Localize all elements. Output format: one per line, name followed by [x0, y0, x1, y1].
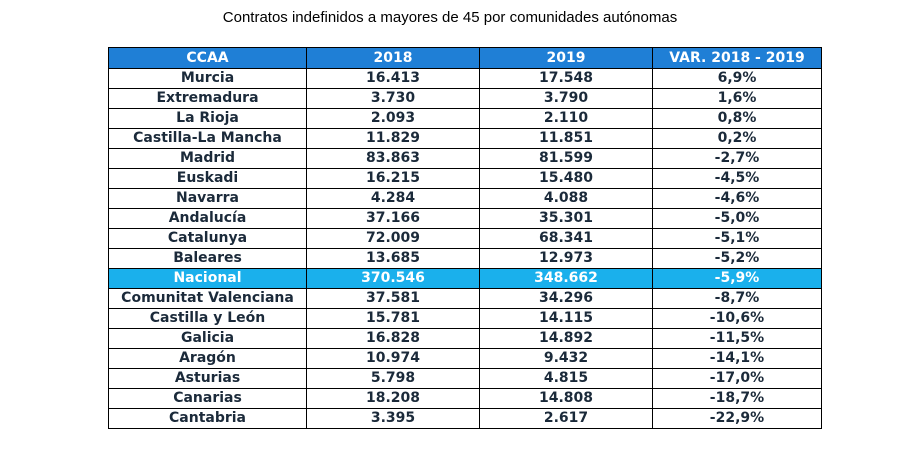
table-row: Canarias 18.208 14.808 -18,7% [108, 388, 822, 409]
cell-2019: 2.110 [479, 108, 653, 129]
table-row: Extremadura 3.730 3.790 1,6% [108, 88, 822, 109]
table-body: Murcia 16.413 17.548 6,9% Extremadura 3.730 3.… [108, 68, 822, 429]
cell-2018: 3.395 [306, 408, 480, 429]
table-row: Murcia 16.413 17.548 6,9% [108, 68, 822, 89]
table-row: Euskadi 16.215 15.480 -4,5% [108, 168, 822, 189]
table-row: Aragón 10.974 9.432 -14,1% [108, 348, 822, 369]
cell-2018: 15.781 [306, 308, 480, 329]
cell-region: Canarias [108, 388, 307, 409]
page-title: Contratos indefinidos a mayores de 45 po… [222, 9, 678, 26]
cell-variation: -14,1% [652, 348, 822, 369]
cell-region: Comunitat Valenciana [108, 288, 307, 309]
cell-variation: 0,2% [652, 128, 822, 149]
table-row: Madrid 83.863 81.599 -2,7% [108, 148, 822, 169]
cell-2018: 2.093 [306, 108, 480, 129]
column-header-2019: 2019 [479, 47, 653, 69]
cell-2019: 14.808 [479, 388, 653, 409]
cell-2018: 13.685 [306, 248, 480, 269]
cell-2018: 37.581 [306, 288, 480, 309]
cell-2018: 16.828 [306, 328, 480, 349]
cell-region: Castilla-La Mancha [108, 128, 307, 149]
cell-2019: 2.617 [479, 408, 653, 429]
cell-variation: 1,6% [652, 88, 822, 109]
cell-region: Castilla y León [108, 308, 307, 329]
cell-variation: -4,6% [652, 188, 822, 209]
cell-2019: 68.341 [479, 228, 653, 249]
cell-region: Extremadura [108, 88, 307, 109]
table-row: Cantabria 3.395 2.617 -22,9% [108, 408, 822, 429]
cell-region: Baleares [108, 248, 307, 269]
cell-2018: 370.546 [306, 268, 480, 289]
table-row: Galicia 16.828 14.892 -11,5% [108, 328, 822, 349]
data-table: CCAA 2018 2019 VAR. 2018 - 2019 Murcia 16… [108, 47, 822, 429]
cell-variation: -10,6% [652, 308, 822, 329]
cell-2019: 17.548 [479, 68, 653, 89]
cell-region: Galicia [108, 328, 307, 349]
column-header-variation: VAR. 2018 - 2019 [652, 47, 822, 69]
cell-variation: -5,9% [652, 268, 822, 289]
cell-2019: 81.599 [479, 148, 653, 169]
cell-region: Murcia [108, 68, 307, 89]
cell-variation: 0,8% [652, 108, 822, 129]
cell-2019: 15.480 [479, 168, 653, 189]
cell-variation: -18,7% [652, 388, 822, 409]
cell-region: Euskadi [108, 168, 307, 189]
cell-region: Nacional [108, 268, 307, 289]
column-header-ccaa: CCAA [108, 47, 307, 69]
cell-variation: -8,7% [652, 288, 822, 309]
table-row: Castilla-La Mancha 11.829 11.851 0,2% [108, 128, 822, 149]
cell-2018: 4.284 [306, 188, 480, 209]
table-row: Andalucía 37.166 35.301 -5,0% [108, 208, 822, 229]
cell-region: Asturias [108, 368, 307, 389]
cell-2018: 16.413 [306, 68, 480, 89]
cell-2019: 34.296 [479, 288, 653, 309]
cell-region: Andalucía [108, 208, 307, 229]
cell-variation: -4,5% [652, 168, 822, 189]
cell-2018: 11.829 [306, 128, 480, 149]
table-row: Castilla y León 15.781 14.115 -10,6% [108, 308, 822, 329]
cell-2018: 18.208 [306, 388, 480, 409]
table-row: Catalunya 72.009 68.341 -5,1% [108, 228, 822, 249]
cell-2018: 37.166 [306, 208, 480, 229]
table-header-row: CCAA 2018 2019 VAR. 2018 - 2019 [108, 47, 822, 69]
cell-variation: -17,0% [652, 368, 822, 389]
column-header-2018: 2018 [306, 47, 480, 69]
table-row: Baleares 13.685 12.973 -5,2% [108, 248, 822, 269]
cell-2019: 4.815 [479, 368, 653, 389]
cell-variation: -5,0% [652, 208, 822, 229]
cell-2019: 9.432 [479, 348, 653, 369]
cell-2018: 72.009 [306, 228, 480, 249]
cell-variation: 6,9% [652, 68, 822, 89]
cell-2019: 12.973 [479, 248, 653, 269]
cell-region: Madrid [108, 148, 307, 169]
cell-variation: -11,5% [652, 328, 822, 349]
cell-2018: 3.730 [306, 88, 480, 109]
cell-2019: 35.301 [479, 208, 653, 229]
cell-2018: 5.798 [306, 368, 480, 389]
cell-region: Catalunya [108, 228, 307, 249]
cell-2019: 348.662 [479, 268, 653, 289]
cell-region: Aragón [108, 348, 307, 369]
cell-variation: -5,2% [652, 248, 822, 269]
table-row: Asturias 5.798 4.815 -17,0% [108, 368, 822, 389]
cell-2019: 4.088 [479, 188, 653, 209]
cell-2019: 3.790 [479, 88, 653, 109]
table-row: Navarra 4.284 4.088 -4,6% [108, 188, 822, 209]
cell-region: Cantabria [108, 408, 307, 429]
cell-2019: 14.115 [479, 308, 653, 329]
table-row: La Rioja 2.093 2.110 0,8% [108, 108, 822, 129]
cell-2019: 14.892 [479, 328, 653, 349]
cell-region: Navarra [108, 188, 307, 209]
cell-region: La Rioja [108, 108, 307, 129]
table-row: Comunitat Valenciana 37.581 34.296 -8,7% [108, 288, 822, 309]
table-row-total: Nacional 370.546 348.662 -5,9% [108, 268, 822, 289]
cell-2018: 83.863 [306, 148, 480, 169]
cell-variation: -22,9% [652, 408, 822, 429]
cell-2018: 16.215 [306, 168, 480, 189]
cell-variation: -2,7% [652, 148, 822, 169]
cell-2018: 10.974 [306, 348, 480, 369]
cell-variation: -5,1% [652, 228, 822, 249]
cell-2019: 11.851 [479, 128, 653, 149]
